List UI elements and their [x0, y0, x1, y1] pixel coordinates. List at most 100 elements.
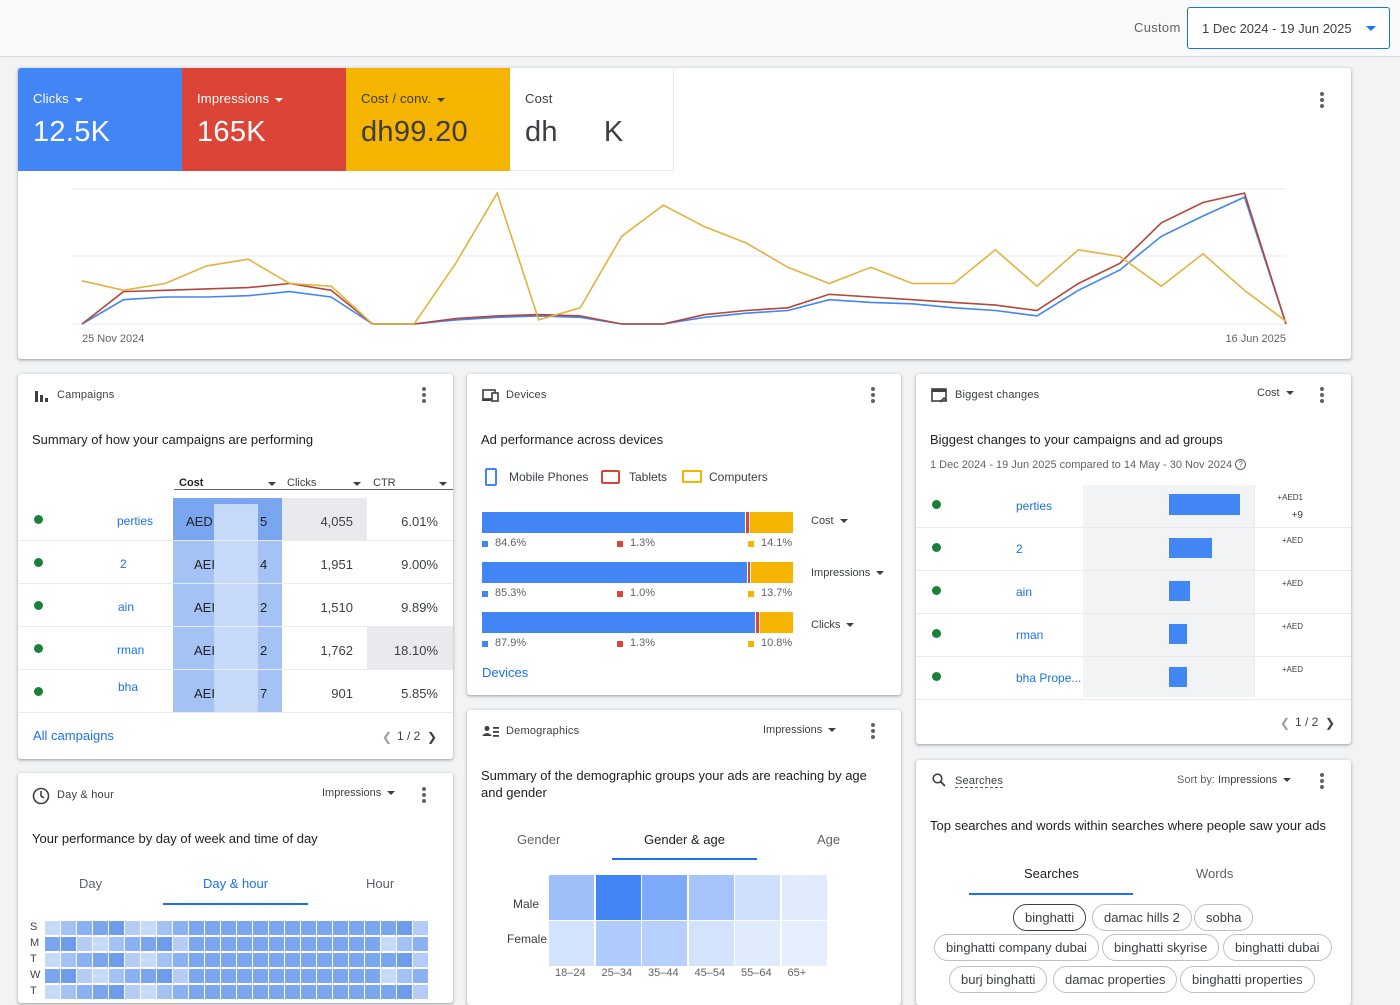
change-item-name[interactable]: perties — [1016, 499, 1053, 513]
heatmap-cell[interactable] — [381, 953, 396, 967]
tab-hour[interactable]: Hour — [366, 876, 395, 891]
heatmap-cell[interactable] — [157, 969, 172, 983]
heatmap-cell[interactable] — [301, 921, 316, 935]
heatmap-cell[interactable] — [109, 921, 124, 935]
heatmap-cell[interactable] — [205, 921, 220, 935]
metric-tile-impressions[interactable]: Impressions 165K — [182, 68, 346, 171]
table-row[interactable]: perties AED 5 4,055 6.01% — [18, 498, 453, 541]
change-row[interactable]: 2 +AED — [916, 528, 1351, 571]
tab-gender-and-age[interactable]: Gender & age — [644, 832, 725, 847]
heatmap-cell[interactable] — [333, 953, 348, 967]
column-header-ctr[interactable]: CTR — [367, 470, 453, 490]
demographic-cell-female[interactable] — [595, 921, 641, 966]
heatmap-cell[interactable] — [77, 953, 92, 967]
heatmap-cell[interactable] — [109, 953, 124, 967]
heatmap-cell[interactable] — [333, 969, 348, 983]
heatmap-cell[interactable] — [381, 969, 396, 983]
heatmap-cell[interactable] — [173, 969, 188, 983]
heatmap-cell[interactable] — [365, 921, 380, 935]
heatmap-cell[interactable] — [141, 985, 156, 999]
more-options-icon[interactable] — [1320, 773, 1324, 789]
tab-words[interactable]: Words — [1196, 866, 1234, 881]
heatmap-cell[interactable] — [77, 969, 92, 983]
search-term-chip[interactable]: binghatti company dubai — [934, 934, 1099, 961]
demographic-cell-female[interactable] — [642, 921, 687, 966]
device-bar-segment[interactable] — [747, 562, 751, 583]
heatmap-cell[interactable] — [221, 969, 236, 983]
heatmap-cell[interactable] — [365, 969, 380, 983]
tab-gender[interactable]: Gender — [517, 832, 561, 847]
metric-tile-cost[interactable]: Cost dh K — [510, 68, 674, 171]
heatmap-cell[interactable] — [397, 985, 412, 999]
metric-tile-cost-per-conv[interactable]: Cost / conv. dh99.20 — [346, 68, 510, 171]
search-term-chip[interactable]: burj binghatti — [949, 966, 1048, 993]
heatmap-cell[interactable] — [45, 937, 60, 951]
heatmap-cell[interactable] — [253, 937, 268, 951]
heatmap-cell[interactable] — [349, 937, 364, 951]
heatmap-cell[interactable] — [93, 985, 108, 999]
change-item-name[interactable]: 2 — [1016, 542, 1023, 556]
heatmap-cell[interactable] — [365, 937, 380, 951]
heatmap-cell[interactable] — [317, 985, 332, 999]
device-metric-dropdown[interactable]: Clicks — [811, 619, 855, 631]
heatmap-cell[interactable] — [125, 985, 140, 999]
heatmap-cell[interactable] — [45, 953, 60, 967]
heatmap-cell[interactable] — [109, 937, 124, 951]
demographic-cell-female[interactable] — [781, 921, 827, 966]
heatmap-cell[interactable] — [253, 921, 268, 935]
device-bar-segment[interactable] — [750, 562, 793, 583]
device-metric-dropdown[interactable]: Cost — [811, 515, 848, 527]
device-bar-segment[interactable] — [482, 562, 748, 583]
heatmap-cell[interactable] — [157, 921, 172, 935]
table-row[interactable]: rman AEI 2 1,762 18.10% — [18, 627, 453, 670]
heatmap-cell[interactable] — [413, 985, 428, 999]
tab-day-and-hour[interactable]: Day & hour — [203, 876, 269, 891]
heatmap-cell[interactable] — [397, 953, 412, 967]
search-term-chip[interactable]: binghatti dubai — [1223, 934, 1332, 961]
heatmap-cell[interactable] — [269, 921, 284, 935]
heatmap-cell[interactable] — [125, 953, 140, 967]
heatmap-cell[interactable] — [237, 921, 252, 935]
demographic-cell-male[interactable] — [688, 875, 734, 920]
heatmap-cell[interactable] — [221, 937, 236, 951]
column-header-clicks[interactable]: Clicks — [282, 470, 367, 490]
heatmap-cell[interactable] — [381, 937, 396, 951]
heatmap-cell[interactable] — [205, 953, 220, 967]
heatmap-cell[interactable] — [317, 937, 332, 951]
heatmap-cell[interactable] — [45, 969, 60, 983]
heatmap-cell[interactable] — [157, 937, 172, 951]
heatmap-cell[interactable] — [141, 969, 156, 983]
heatmap-cell[interactable] — [61, 969, 76, 983]
heatmap-cell[interactable] — [221, 985, 236, 999]
heatmap-cell[interactable] — [333, 921, 348, 935]
heatmap-cell[interactable] — [349, 969, 364, 983]
campaign-name[interactable]: perties — [117, 514, 154, 528]
demographic-cell-male[interactable] — [549, 875, 594, 920]
heatmap-cell[interactable] — [173, 937, 188, 951]
heatmap-cell[interactable] — [413, 969, 428, 983]
tab-day[interactable]: Day — [79, 876, 103, 891]
heatmap-cell[interactable] — [125, 937, 140, 951]
heatmap-cell[interactable] — [253, 953, 268, 967]
change-item-name[interactable]: ain — [1016, 585, 1033, 599]
heatmap-cell[interactable] — [45, 921, 60, 935]
device-bar-segment[interactable] — [745, 512, 750, 533]
heatmap-cell[interactable] — [61, 953, 76, 967]
tab-age[interactable]: Age — [817, 832, 841, 847]
heatmap-cell[interactable] — [301, 937, 316, 951]
heatmap-cell[interactable] — [253, 985, 268, 999]
heatmap-cell[interactable] — [397, 969, 412, 983]
heatmap-cell[interactable] — [413, 937, 428, 951]
heatmap-cell[interactable] — [77, 985, 92, 999]
heatmap-cell[interactable] — [317, 921, 332, 935]
demographic-cell-male[interactable] — [781, 875, 827, 920]
heatmap-cell[interactable] — [285, 969, 300, 983]
heatmap-cell[interactable] — [61, 985, 76, 999]
heatmap-cell[interactable] — [397, 937, 412, 951]
heatmap-cell[interactable] — [413, 953, 428, 967]
change-item-name[interactable]: rman — [1016, 628, 1044, 642]
heatmap-cell[interactable] — [397, 921, 412, 935]
heatmap-cell[interactable] — [285, 953, 300, 967]
heatmap-cell[interactable] — [205, 969, 220, 983]
more-options-icon[interactable] — [871, 723, 875, 739]
